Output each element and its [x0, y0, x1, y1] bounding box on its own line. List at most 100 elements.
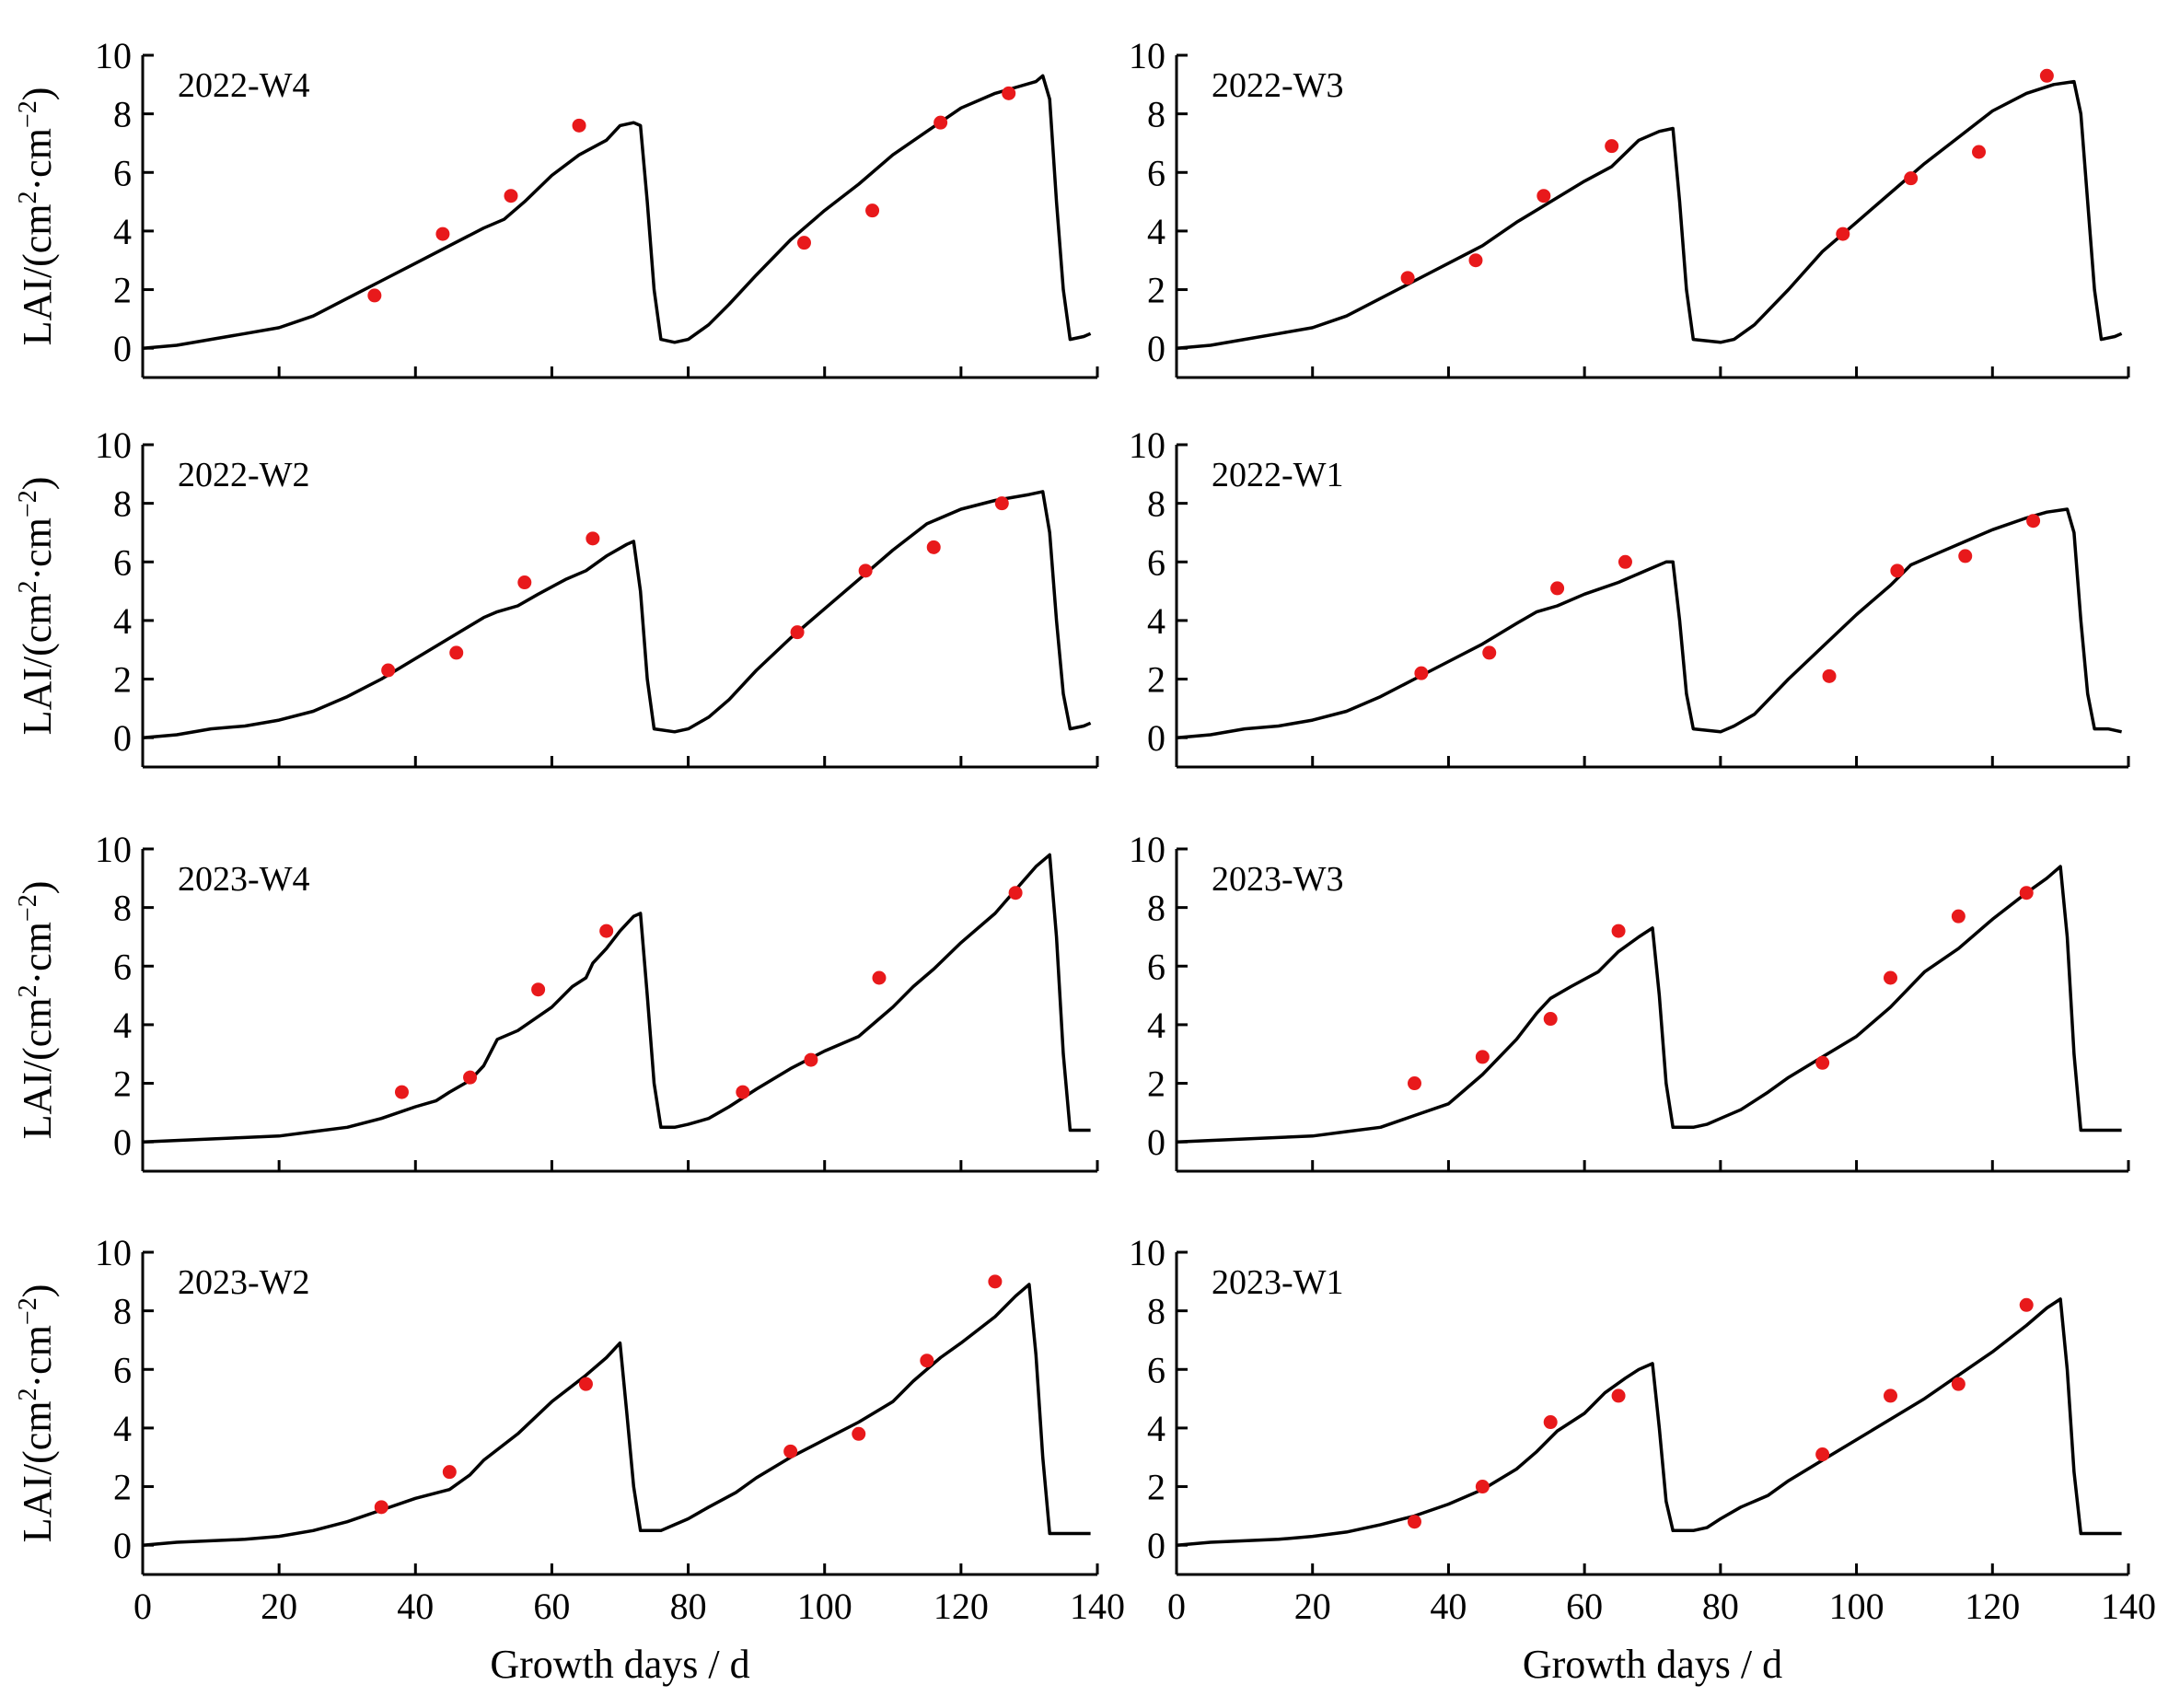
panel-2022-w4: 0 2 4 6 8 10 2022-W4 LAI/(cm2·cm−2) [14, 35, 1099, 379]
observed-point [1475, 1480, 1490, 1494]
observed-point [804, 1052, 818, 1067]
observed-point [926, 540, 941, 554]
observed-point [872, 970, 887, 985]
observed-point [394, 1085, 409, 1099]
observed-point [994, 496, 1009, 511]
observed-point [1408, 1076, 1421, 1091]
y-tick-label: 0 [1147, 717, 1165, 759]
y-tick-label: 10 [1129, 829, 1165, 870]
y-tick-label: 2 [113, 1467, 132, 1508]
observed-point [367, 288, 382, 303]
y-tick-label: 10 [1129, 35, 1165, 76]
y-tick-label: 6 [1147, 946, 1165, 987]
observed-point [381, 663, 396, 678]
y-axis-title: LAI/(cm2·cm−2) [14, 477, 60, 736]
observed-point [2039, 68, 2054, 83]
observed-point [1904, 171, 1919, 186]
observed-point [1002, 86, 1016, 100]
y-tick-label: 2 [113, 1063, 132, 1105]
y-tick-label: 10 [95, 424, 132, 466]
x-tick-label: 0 [133, 1586, 152, 1627]
observed-point [449, 645, 464, 660]
x-axis-title: Growth days / d [490, 1642, 749, 1687]
x-tick-label: 140 [1070, 1586, 1125, 1627]
observed-point [374, 1500, 388, 1515]
y-tick-label: 2 [113, 659, 132, 701]
y-tick-label: 6 [113, 946, 132, 987]
x-tick-label: 60 [533, 1586, 570, 1627]
observed-point [1543, 1415, 1558, 1430]
y-tick-label: 4 [1147, 211, 1165, 252]
y-tick-label: 6 [113, 541, 132, 583]
y-tick-label: 2 [1147, 1063, 1165, 1105]
panel-2022-w2: 0 2 4 6 8 10 2022-W2 LAI/(cm2·cm−2) [14, 424, 1099, 769]
observed-point [920, 1354, 934, 1368]
observed-point [2019, 1297, 2034, 1312]
x-tick-label: 120 [1965, 1586, 2020, 1627]
observed-point [463, 1070, 478, 1085]
observed-point [1482, 645, 1497, 660]
simulated-line [142, 853, 1091, 1144]
y-tick-label: 8 [1147, 94, 1165, 135]
y-tick-label: 4 [1147, 600, 1165, 642]
observed-point [1543, 1012, 1558, 1027]
observed-point [1400, 271, 1415, 285]
y-tick-label: 4 [113, 600, 132, 642]
y-tick-label: 0 [113, 328, 132, 369]
observed-point [1972, 145, 1987, 159]
observed-point [783, 1444, 798, 1458]
y-tick-label: 4 [1147, 1005, 1165, 1046]
panel-label: 2023-W3 [1212, 860, 1344, 899]
simulated-line [1176, 79, 2123, 350]
simulated-line [1176, 507, 2122, 739]
y-tick-label: 0 [113, 1121, 132, 1163]
y-tick-label: 6 [1147, 152, 1165, 193]
observed-point [2019, 886, 2034, 900]
observed-point [1815, 1447, 1830, 1462]
panel-2023-w4: 0 2 4 6 8 10 2023-W4 LAI/(cm2·cm−2) [14, 829, 1099, 1173]
x-tick-label: 100 [1829, 1586, 1884, 1627]
y-tick-label: 2 [1147, 659, 1165, 701]
x-axis-title: Growth days / d [1523, 1642, 1782, 1687]
observed-point [578, 1377, 593, 1391]
observed-point [1536, 189, 1551, 203]
y-tick-label: 8 [113, 94, 132, 135]
panel-label: 2022-W2 [178, 456, 310, 494]
x-tick-label: 60 [1566, 1586, 1603, 1627]
y-tick-label: 2 [1147, 1467, 1165, 1508]
y-tick-label: 4 [113, 1408, 132, 1449]
observed-point [736, 1085, 750, 1099]
y-tick-label: 0 [1147, 1525, 1165, 1566]
observed-point [1611, 924, 1626, 938]
y-tick-label: 6 [113, 152, 132, 193]
panel-label: 2022-W4 [178, 66, 310, 105]
observed-point [1408, 1515, 1421, 1529]
y-tick-label: 2 [1147, 270, 1165, 311]
y-tick-label: 8 [113, 1291, 132, 1332]
x-tick-label: 0 [1167, 1586, 1186, 1627]
y-tick-label: 0 [113, 1525, 132, 1566]
y-tick-label: 8 [113, 888, 132, 929]
observed-point [852, 1426, 866, 1441]
x-tick-label: 120 [933, 1586, 989, 1627]
y-tick-label: 8 [1147, 1291, 1165, 1332]
observed-point [572, 118, 586, 133]
simulated-line [1176, 865, 2122, 1144]
observed-point [1605, 139, 1619, 154]
panel-label: 2023-W1 [1212, 1263, 1344, 1302]
observed-point [988, 1274, 1003, 1289]
observed-point [599, 924, 614, 938]
x-tick-label: 20 [261, 1586, 297, 1627]
observed-point [1822, 668, 1837, 683]
observed-point [933, 115, 948, 130]
simulated-line [142, 1283, 1091, 1547]
y-tick-label: 10 [95, 35, 132, 76]
y-tick-label: 10 [95, 829, 132, 870]
panel-label: 2023-W2 [178, 1263, 310, 1302]
x-tick-label: 20 [1294, 1586, 1331, 1627]
x-tick-label: 40 [1430, 1586, 1467, 1627]
observed-point [517, 575, 532, 590]
